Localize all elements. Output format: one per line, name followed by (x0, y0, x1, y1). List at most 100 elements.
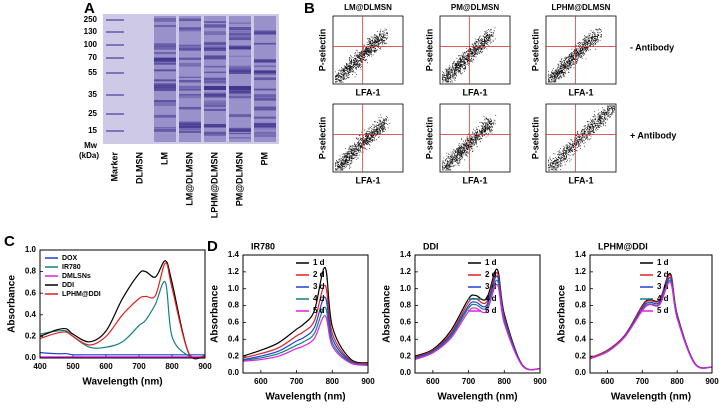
band (179, 106, 201, 110)
row-label: - Antibody (630, 42, 674, 52)
y-tick-label: 1.0 (25, 245, 37, 254)
band (154, 52, 176, 55)
y-axis-label: P-selectin (530, 29, 540, 72)
band (229, 90, 251, 95)
y-axis-label: Absorbance (210, 285, 221, 343)
band (254, 135, 276, 138)
y-tick-label: 0.2 (575, 351, 587, 360)
x-tick-label: 900 (198, 362, 212, 371)
legend-label: 1 d (485, 258, 497, 267)
plot-frame (589, 254, 713, 374)
legend-label: 2 d (657, 270, 669, 279)
band (179, 126, 201, 131)
series-line (242, 306, 369, 366)
band (154, 83, 176, 87)
y-tick-label: 0.4 (25, 310, 37, 319)
lane-label: Marker (109, 152, 119, 182)
y-tick-label: 1.2 (228, 267, 240, 276)
legend-label: DOX (62, 255, 78, 262)
band (254, 94, 276, 98)
band (204, 71, 226, 74)
series-line (39, 280, 206, 359)
band (229, 65, 251, 68)
band (154, 116, 176, 118)
x-axis-label: Wavelength (nm) (265, 392, 345, 403)
band (229, 86, 251, 90)
band (179, 89, 201, 91)
unit-label: (kDa) (79, 151, 99, 160)
y-tick-label: 0.6 (575, 318, 587, 327)
band (179, 126, 201, 128)
y-tick-label: 1.0 (575, 284, 587, 293)
band (254, 106, 276, 111)
row-label: + Antibody (630, 130, 676, 140)
band (179, 93, 201, 96)
band (254, 97, 276, 101)
x-axis-label: Wavelength (nm) (437, 392, 517, 403)
x-tick-label: 600 (601, 377, 615, 386)
band (254, 116, 276, 119)
series-line (242, 315, 369, 366)
x-tick-label: 700 (132, 362, 146, 371)
band (229, 128, 251, 133)
y-tick-label: 0.0 (575, 368, 587, 377)
x-axis-label: Wavelength (nm) (611, 392, 691, 403)
band (154, 59, 176, 63)
band (229, 133, 251, 135)
band (229, 114, 251, 118)
y-tick-label: 1.4 (575, 250, 587, 259)
marker-label: 55 (88, 68, 97, 77)
band (254, 59, 276, 63)
band (229, 55, 251, 57)
panel-label: A (84, 0, 95, 17)
band (154, 79, 176, 82)
band (254, 88, 276, 91)
band (229, 137, 251, 139)
y-axis-label: P-selectin (424, 29, 434, 72)
band (229, 67, 251, 69)
band (179, 123, 201, 125)
band (179, 27, 201, 32)
y-tick-label: 0.4 (400, 334, 412, 343)
marker-band (106, 130, 124, 132)
legend-label: 2 d (485, 270, 497, 279)
band (154, 62, 176, 65)
band (254, 124, 276, 128)
column-title: LM@DLMSN (344, 3, 392, 12)
band (204, 105, 226, 108)
x-tick-label: 800 (165, 362, 179, 371)
y-tick-label: 1.2 (575, 267, 587, 276)
series-line (589, 281, 713, 369)
band (179, 85, 201, 89)
band (154, 128, 176, 132)
band (204, 86, 226, 90)
series-line (242, 284, 369, 365)
band (229, 34, 251, 36)
x-tick-label: 700 (462, 377, 476, 386)
marker-label: 130 (84, 27, 98, 36)
marker-label: 15 (88, 126, 97, 135)
band (154, 79, 176, 82)
y-tick-label: 0.2 (400, 351, 412, 360)
band (204, 55, 226, 60)
event-dots (442, 114, 497, 171)
legend-label: 3 d (313, 282, 325, 291)
y-tick-label: 0.2 (228, 351, 240, 360)
band (179, 48, 201, 51)
marker-label: 250 (84, 15, 98, 24)
legend-label: 4 d (313, 294, 325, 303)
band (179, 57, 201, 60)
legend-label: DMLSNs (62, 273, 91, 280)
band (204, 103, 226, 107)
band (179, 124, 201, 128)
column-title: LPHM@DLMSN (552, 3, 611, 12)
band (154, 87, 176, 92)
band (204, 108, 226, 111)
legend-label: 3 d (485, 282, 497, 291)
lane-label: LPHM@DLMSN (209, 152, 219, 218)
band (254, 32, 276, 35)
band (254, 71, 276, 75)
legend-label: 2 d (313, 270, 325, 279)
x-axis-label: Wavelength (nm) (82, 377, 162, 388)
